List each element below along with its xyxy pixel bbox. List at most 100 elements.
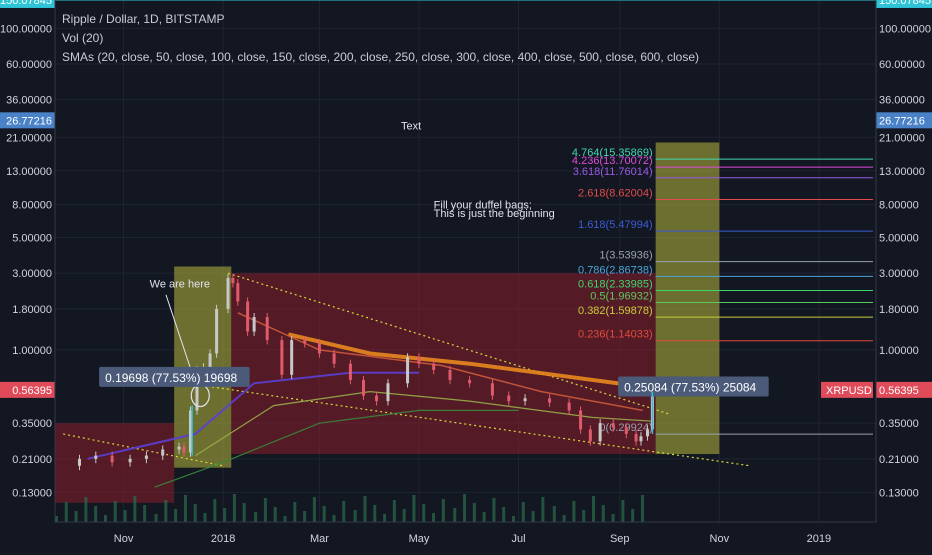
candle-body[interactable] (188, 410, 192, 453)
candle-body[interactable] (361, 379, 365, 396)
fib-level-label: 0.618(2.33985) (578, 279, 653, 291)
candle-body[interactable] (579, 410, 583, 430)
volume-bar (601, 505, 605, 522)
volume-bar (342, 501, 346, 522)
candle-body[interactable] (624, 427, 628, 434)
candle-body[interactable] (290, 340, 294, 375)
candle-body[interactable] (567, 402, 571, 411)
price-tag-right[interactable] (876, 112, 932, 129)
candle-body[interactable] (645, 429, 649, 437)
candle-body[interactable] (548, 398, 552, 403)
candle-body[interactable] (386, 383, 390, 402)
candle-body[interactable] (598, 423, 602, 442)
candle-body[interactable] (468, 379, 472, 384)
candle-body[interactable] (507, 395, 511, 402)
fib-level-label: 0.236(1.14033) (578, 329, 653, 341)
support-trendline[interactable] (63, 433, 224, 467)
fill-bags-note-line1[interactable]: Fill your duffel bags; (434, 199, 532, 211)
candle-body[interactable] (252, 317, 256, 332)
volume-bar (353, 510, 357, 522)
candle-body[interactable] (634, 433, 638, 442)
candle-body[interactable] (231, 277, 235, 284)
zone-red[interactable] (55, 423, 175, 503)
measure-box[interactable] (618, 376, 769, 397)
volume-bar (84, 497, 88, 522)
candle-body[interactable] (215, 308, 219, 354)
candle-body[interactable] (110, 455, 114, 463)
volume-bar (164, 500, 168, 522)
resistance-trendline[interactable] (227, 272, 669, 415)
y-axis-tick-right: 5.00000 (879, 232, 919, 244)
candle-body[interactable] (236, 283, 240, 302)
candle-body[interactable] (448, 369, 452, 380)
text-annotation[interactable]: Text (401, 120, 421, 132)
candle-body[interactable] (280, 340, 284, 375)
candle-body[interactable] (144, 455, 148, 459)
x-axis-tick: May (409, 533, 430, 545)
volume-bar (611, 514, 615, 522)
price-tag-left[interactable] (0, 381, 55, 398)
candle-body[interactable] (375, 395, 379, 402)
candle-body[interactable] (417, 357, 421, 364)
candle-body[interactable] (94, 455, 98, 459)
fib-level-label: 4.764(15.35869) (572, 147, 653, 159)
moving-average-line[interactable] (154, 409, 519, 488)
volume-bar (283, 516, 287, 522)
candle-body[interactable] (161, 449, 165, 456)
symbol-price-tag[interactable] (821, 381, 873, 398)
candle-body[interactable] (432, 363, 436, 370)
zone-yellow[interactable] (655, 142, 720, 455)
volume-bar (482, 512, 486, 522)
moving-average-line[interactable] (237, 312, 643, 412)
measure-box[interactable] (99, 366, 250, 387)
fib-level-label: 0.382(1.59878) (578, 305, 653, 317)
candle-body[interactable] (611, 423, 615, 428)
symbol-title[interactable]: Ripple / Dollar, 1D, BITSTAMP (62, 12, 225, 26)
volume-bar (392, 500, 396, 522)
zone-red[interactable] (231, 273, 656, 455)
moving-average-line[interactable] (287, 332, 653, 390)
y-axis-tick-left: 21.00000 (6, 132, 52, 144)
volume-indicator-label[interactable]: Vol (20) (62, 31, 104, 45)
fib-level-label: 0.5(1.96932) (590, 291, 652, 303)
y-axis-tick-left: 0.13000 (12, 487, 52, 499)
price-tag-right[interactable] (876, 381, 932, 398)
y-axis-tick-right: 0.35000 (879, 418, 919, 430)
candle-body[interactable] (182, 446, 186, 453)
fib-level-label: 2.618(8.62004) (578, 187, 653, 199)
price-tag-left[interactable] (0, 0, 55, 8)
price-tag-right[interactable] (876, 0, 932, 8)
volume-bar (441, 499, 445, 522)
candle-body[interactable] (332, 353, 336, 364)
fib-level-label: 3.618(11.76014) (573, 166, 653, 178)
candle-body[interactable] (128, 458, 132, 463)
moving-average-line[interactable] (195, 390, 653, 457)
y-axis-tick-right: 0.13000 (879, 487, 919, 499)
candle-body[interactable] (317, 343, 321, 354)
volume-bar (203, 513, 207, 522)
candle-body[interactable] (303, 340, 307, 344)
candle-body[interactable] (195, 369, 199, 411)
candle-body[interactable] (265, 317, 269, 341)
candle-body[interactable] (588, 429, 592, 442)
candle-body[interactable] (208, 353, 212, 368)
candle-body[interactable] (639, 436, 643, 442)
candle-body[interactable] (177, 446, 181, 450)
candle-body[interactable] (246, 301, 250, 332)
candle-body[interactable] (348, 363, 352, 380)
x-axis-tick: Nov (114, 533, 134, 545)
candle-body[interactable] (406, 357, 410, 384)
candle-body[interactable] (77, 458, 81, 466)
volume-bar (322, 506, 326, 522)
fill-bags-note-line2[interactable]: This is just the beginning (434, 208, 555, 220)
volume-bar (432, 513, 436, 522)
candle-body[interactable] (490, 383, 494, 396)
sma-indicator-label[interactable]: SMAs (20, close, 50, close, 100, close, … (62, 50, 700, 64)
candle-body[interactable] (523, 398, 527, 402)
price-tag-left[interactable] (0, 112, 55, 129)
price-tag-right-label: 26.77216 (879, 115, 925, 127)
candle-body[interactable] (226, 277, 230, 309)
moving-average-line[interactable] (87, 371, 419, 460)
we-are-here-note[interactable]: We are here (150, 278, 210, 290)
